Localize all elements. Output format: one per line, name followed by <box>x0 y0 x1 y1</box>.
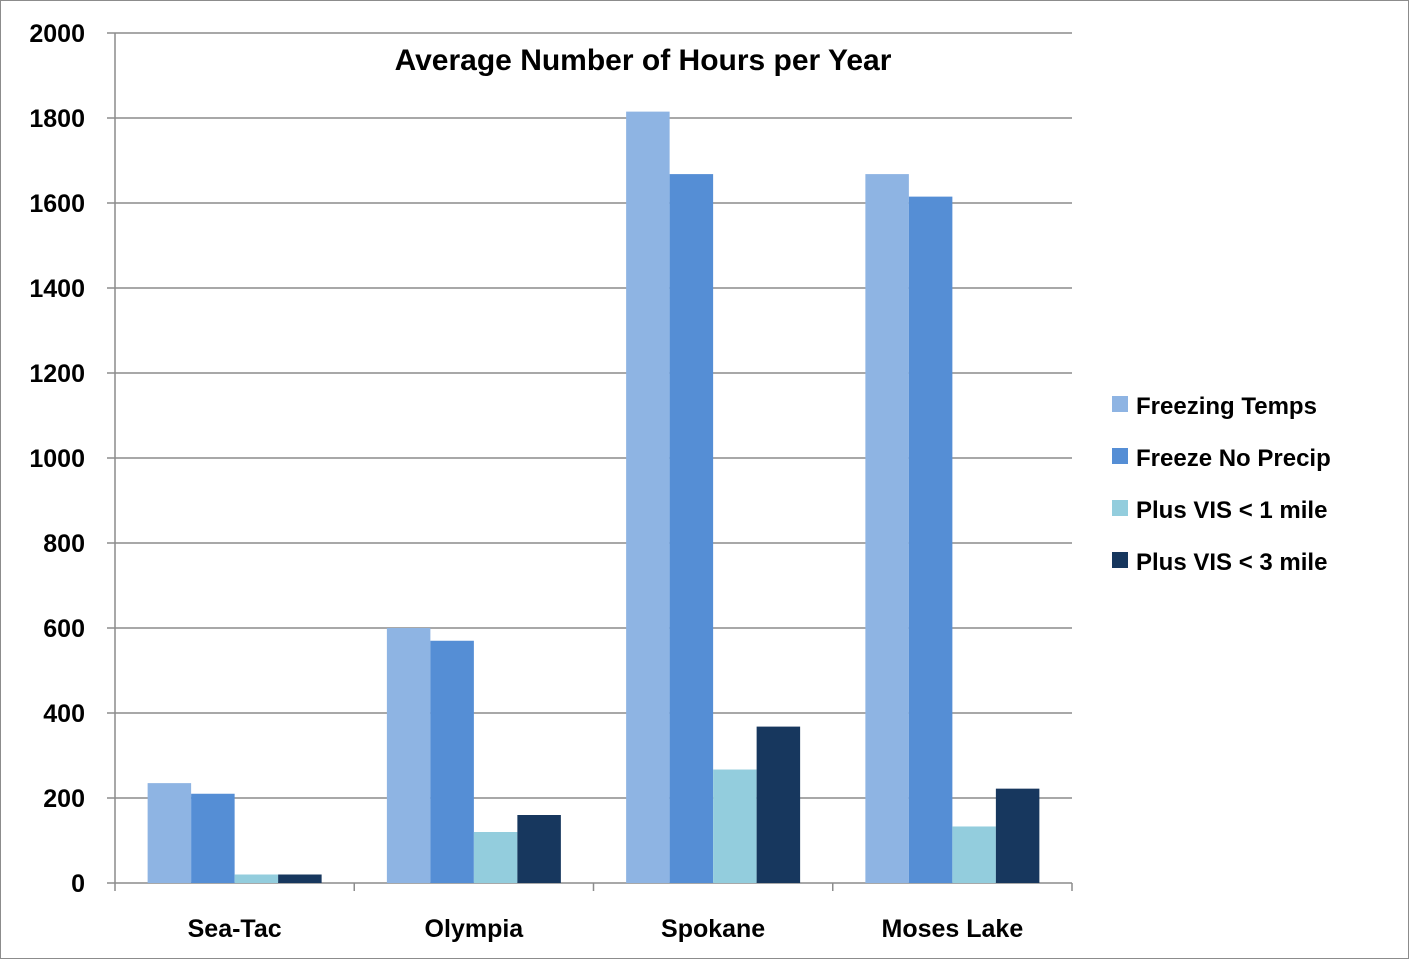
bar-freezing-temps-sea-tac <box>147 783 192 883</box>
legend-swatch <box>1112 552 1128 568</box>
y-tick-labels: 0 200 400 600 800 1000 1200 1400 1600 1800 2000 <box>29 20 85 898</box>
y-tick-label: 1400 <box>29 275 85 303</box>
y-tick-label: 1600 <box>29 190 85 218</box>
bar-plus-vis-1-mile-olympia <box>473 832 518 883</box>
bar-plus-vis-1-mile-spokane <box>713 769 757 883</box>
x-tick-labels: Sea-Tac Olympia Spokane Moses Lake <box>188 915 1024 943</box>
bar-freeze-no-precip-moses-lake <box>908 196 953 883</box>
legend-label: Plus VIS < 1 mile <box>1136 497 1327 524</box>
bar-plus-vis-3-mile-olympia <box>517 815 561 883</box>
legend-label: Freezing Temps <box>1136 393 1317 420</box>
y-tick-label: 200 <box>43 785 85 813</box>
bar-freezing-temps-olympia <box>386 628 431 883</box>
bar-freezing-temps-moses-lake <box>865 174 909 884</box>
chart-title: Average Number of Hours per Year <box>395 44 892 77</box>
legend-label: Plus VIS < 3 mile <box>1136 549 1327 576</box>
bars <box>147 111 1040 884</box>
bar-plus-vis-1-mile-sea-tac <box>234 874 279 883</box>
x-tick-label: Sea-Tac <box>188 915 282 943</box>
bar-plus-vis-1-mile-moses-lake <box>952 826 996 883</box>
y-tick-label: 600 <box>43 615 85 643</box>
bar-freezing-temps-spokane <box>626 111 670 883</box>
bar-plus-vis-3-mile-moses-lake <box>995 788 1040 883</box>
x-tick-label: Moses Lake <box>882 915 1024 943</box>
bar-plus-vis-3-mile-sea-tac <box>278 874 322 883</box>
y-tick-label: 1800 <box>29 105 85 133</box>
legend-swatch <box>1112 500 1128 516</box>
legend-swatch <box>1112 396 1128 412</box>
x-tick-label: Olympia <box>425 915 525 943</box>
gridlines <box>115 32 1072 799</box>
y-tick-label: 0 <box>71 870 85 898</box>
y-tick-label: 1000 <box>29 445 85 473</box>
bar-freeze-no-precip-spokane <box>669 174 714 884</box>
y-tick-label: 1200 <box>29 360 85 388</box>
legend-swatch <box>1112 448 1128 464</box>
bar-plus-vis-3-mile-spokane <box>756 726 801 883</box>
legend-label: Freeze No Precip <box>1136 445 1331 472</box>
bar-freeze-no-precip-olympia <box>430 640 474 883</box>
y-tick-label: 400 <box>43 700 85 728</box>
y-tick-label: 2000 <box>29 20 85 48</box>
y-tick-label: 800 <box>43 530 85 558</box>
legend: Freezing Temps Freeze No Precip Plus VIS <… <box>1112 393 1331 576</box>
x-tick-label: Spokane <box>661 915 765 943</box>
bar-freeze-no-precip-sea-tac <box>191 793 235 883</box>
